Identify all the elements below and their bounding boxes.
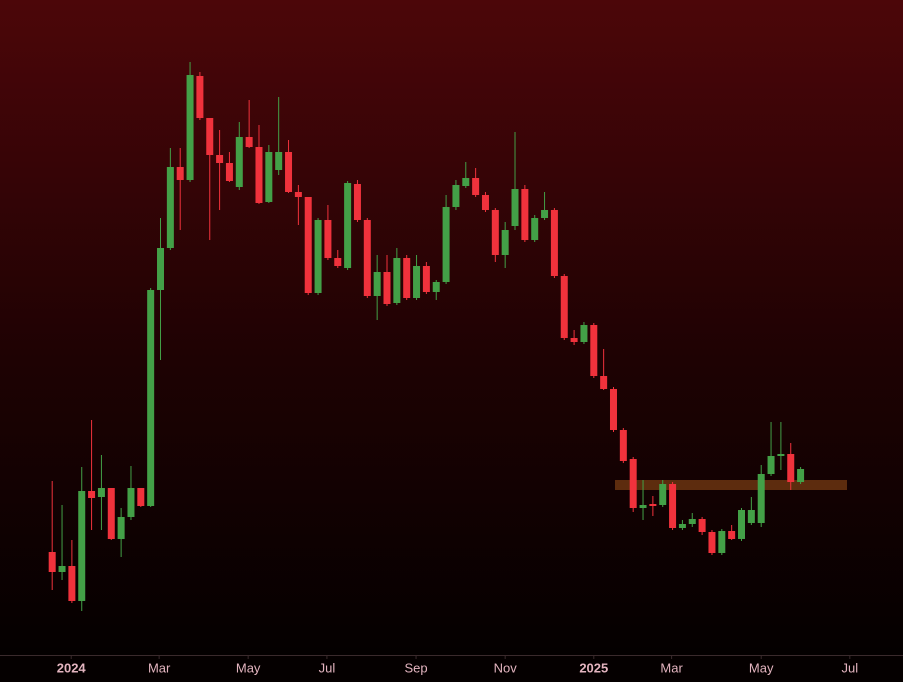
candle-body [708, 532, 716, 553]
candle-body [137, 488, 145, 506]
candle-body [255, 147, 263, 203]
x-tick-label: Jul [319, 660, 336, 675]
x-tick-label: Sep [404, 660, 427, 675]
candle-body [422, 266, 430, 292]
candle-body [442, 207, 450, 282]
candle-body [127, 488, 135, 517]
candle-body [738, 510, 746, 539]
candle-body [97, 488, 105, 497]
candle-body [688, 519, 696, 524]
candle-body [245, 137, 253, 147]
x-tick-label: May [749, 660, 774, 675]
x-tick-label: Mar [660, 660, 683, 675]
candle-body [373, 272, 381, 296]
candle-body [275, 152, 283, 170]
candle-body [314, 220, 322, 293]
candle-body [550, 210, 558, 276]
candle-body [718, 531, 726, 553]
candle-body [304, 197, 312, 293]
candle-body [580, 325, 588, 342]
candle-body [383, 272, 391, 304]
candle-body [225, 163, 233, 181]
candle-body [590, 325, 598, 376]
candle-body [600, 376, 608, 389]
candle-body [728, 531, 736, 539]
candle-body [491, 210, 499, 255]
candle-body [541, 210, 549, 218]
candle-body [747, 510, 755, 523]
candle-body [393, 258, 401, 303]
x-tick-label: Nov [494, 660, 518, 675]
candle-body [344, 183, 352, 268]
candle-body [363, 220, 371, 296]
candle-body [678, 524, 686, 528]
candle-body [68, 566, 76, 601]
candle-body [107, 488, 115, 539]
candle-body [78, 491, 86, 601]
candle-body [797, 469, 805, 482]
candle-body [698, 519, 706, 532]
candle-body [88, 491, 96, 498]
candle-body [216, 155, 224, 163]
candle-body [531, 218, 539, 240]
candle-body [787, 454, 795, 482]
x-tick-label: Mar [148, 660, 171, 675]
candle-body [560, 276, 568, 338]
candle-body [334, 258, 342, 266]
plot-background [0, 0, 903, 655]
candle-body [757, 474, 765, 523]
candle-body [619, 430, 627, 461]
candle-body [48, 552, 56, 572]
candle-body [570, 338, 578, 342]
x-tick-label: May [236, 660, 261, 675]
candle-body [117, 517, 125, 539]
candle-body [452, 185, 460, 207]
candle-body [609, 389, 617, 430]
candle-body [196, 76, 204, 118]
candle-body [176, 167, 184, 180]
candle-body [432, 282, 440, 292]
candle-body [147, 290, 155, 506]
x-tick-label: 2025 [579, 660, 608, 675]
candle-body [353, 184, 361, 220]
candle-body [294, 192, 302, 197]
candle-body [324, 220, 332, 258]
candle-body [206, 118, 214, 155]
candle-body [649, 504, 657, 506]
level-band [615, 480, 847, 490]
candle-body [777, 454, 785, 456]
candle-body [472, 178, 480, 195]
candle-body [521, 189, 529, 240]
candle-body [501, 230, 509, 255]
candle-body [166, 167, 174, 248]
candle-body [767, 456, 775, 474]
x-tick-label: Jul [842, 660, 859, 675]
candle-body [669, 484, 677, 528]
candle-body [265, 152, 273, 202]
candle-body [285, 152, 293, 192]
candle-body [659, 484, 667, 505]
candle-body [462, 178, 470, 186]
candle-body [481, 195, 489, 210]
candle-body [403, 258, 411, 298]
candle-body [511, 189, 519, 226]
candle-body [639, 505, 647, 508]
candle-body [186, 75, 194, 180]
candle-body [629, 459, 637, 508]
candle-body [157, 248, 165, 290]
candle-body [58, 566, 66, 572]
x-tick-label: 2024 [57, 660, 87, 675]
candle-body [235, 137, 243, 187]
candle-body [413, 266, 421, 298]
